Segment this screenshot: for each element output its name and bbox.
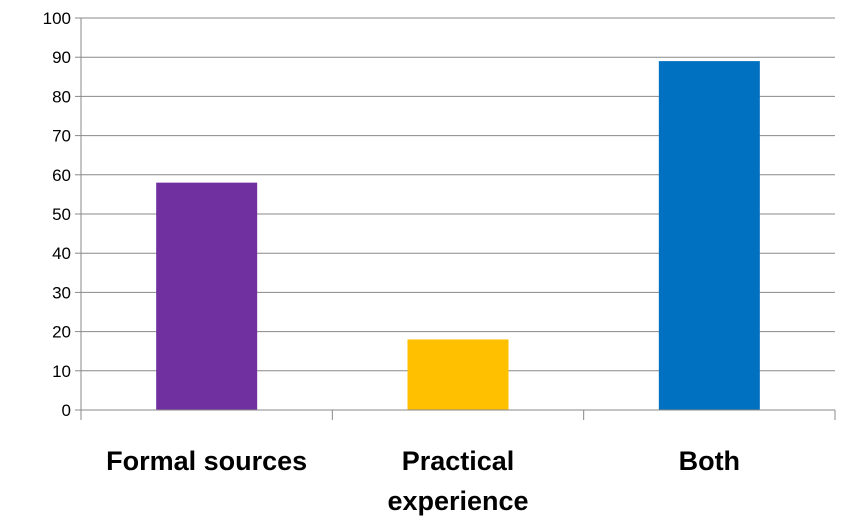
- x-category-label: Practical: [402, 446, 515, 476]
- x-category-label: experience: [387, 486, 528, 516]
- y-tick-label: 60: [52, 166, 71, 185]
- y-tick-label: 10: [52, 362, 71, 381]
- y-tick-label: 30: [52, 283, 71, 302]
- y-tick-label: 100: [43, 9, 71, 28]
- y-tick-labels: 0 10 20 30 40 50 60 70 80 90 100: [43, 9, 71, 420]
- x-category-label: Both: [679, 446, 740, 476]
- y-tick-label: 50: [52, 205, 71, 224]
- y-tick-label: 70: [52, 127, 71, 146]
- x-category-labels: Formal sources Practical experience Both: [106, 446, 740, 516]
- bar-2: [658, 61, 760, 411]
- bar-1: [407, 339, 509, 410]
- y-tick-label: 90: [52, 48, 71, 67]
- y-tick-label: 80: [52, 87, 71, 106]
- y-tick-label: 0: [62, 401, 71, 420]
- y-tick-label: 20: [52, 323, 71, 342]
- bars: [156, 61, 760, 411]
- y-tick-label: 40: [52, 244, 71, 263]
- x-category-label: Formal sources: [106, 446, 307, 476]
- axes: [75, 17, 836, 420]
- bar-0: [156, 182, 258, 410]
